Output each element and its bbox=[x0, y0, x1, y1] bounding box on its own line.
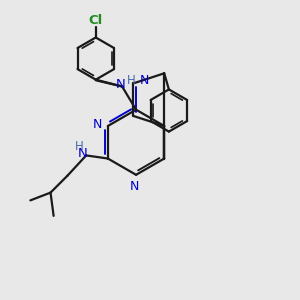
Text: N: N bbox=[130, 180, 139, 194]
Text: Cl: Cl bbox=[88, 14, 103, 27]
Text: N: N bbox=[116, 78, 125, 92]
Text: N: N bbox=[140, 74, 149, 87]
Text: N: N bbox=[93, 118, 102, 131]
Text: N: N bbox=[78, 147, 88, 161]
Text: H: H bbox=[75, 140, 84, 153]
Text: H: H bbox=[127, 74, 136, 87]
